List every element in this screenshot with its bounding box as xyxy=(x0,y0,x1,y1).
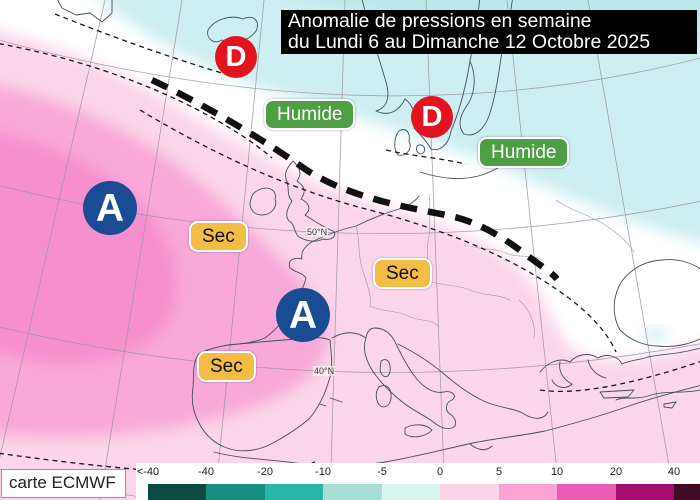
latitude-label: 50°N xyxy=(306,227,329,237)
colorbar-tick: 20 xyxy=(609,466,623,478)
colorbar-tick: 10 xyxy=(550,466,564,478)
anomaly-contour-lines xyxy=(0,13,700,476)
depression-marker: D xyxy=(215,36,257,78)
colorbar-segment xyxy=(382,484,440,500)
colorbar-segment xyxy=(499,484,557,500)
anticyclone-marker: A xyxy=(276,288,330,342)
anticyclone-marker: A xyxy=(83,181,137,235)
colorbar-tick: 40 xyxy=(667,466,681,478)
depression-marker: D xyxy=(411,96,453,138)
colorbar-segment xyxy=(440,484,499,500)
colorbar-tick: <-40 xyxy=(136,466,160,478)
source-label: carte ECMWF xyxy=(1,469,126,498)
colorbar-segment xyxy=(557,484,616,500)
colorbar-segment xyxy=(323,484,382,500)
latitude-label: 40°N xyxy=(313,366,336,376)
dry-label: Sec xyxy=(373,258,432,289)
colorbar-segment xyxy=(148,484,206,500)
map-title-line2: du Lundi 6 au Dimanche 12 Octobre 2025 xyxy=(288,31,651,53)
colorbar-tick: -5 xyxy=(377,466,387,478)
humid-anomaly-spot xyxy=(640,327,670,341)
dry-label: Sec xyxy=(197,351,256,382)
dry-label: Sec xyxy=(189,221,248,252)
colorbar: <-40 -40 -20 -10 -5 0 5 10 20 40 xyxy=(136,463,700,500)
dry-anomaly-region-strong xyxy=(0,133,177,364)
map-title: Anomalie de pressions en semaine du Lund… xyxy=(281,10,697,54)
colorbar-tick: -40 xyxy=(198,466,214,478)
humid-label: Humide xyxy=(264,99,356,130)
colorbar-tick: -20 xyxy=(257,466,273,478)
colorbar-segment xyxy=(616,484,674,500)
colorbar-tick: 0 xyxy=(436,466,444,478)
colorbar-tick: 5 xyxy=(495,466,503,478)
colorbar-segment xyxy=(265,484,323,500)
map-title-line1: Anomalie de pressions en semaine xyxy=(288,10,592,32)
humid-label: Humide xyxy=(478,137,570,168)
jet-stream-dashed-line xyxy=(150,77,560,282)
colorbar-tick: -10 xyxy=(315,466,331,478)
colorbar-segment xyxy=(206,484,265,500)
colorbar-segment xyxy=(674,484,700,500)
